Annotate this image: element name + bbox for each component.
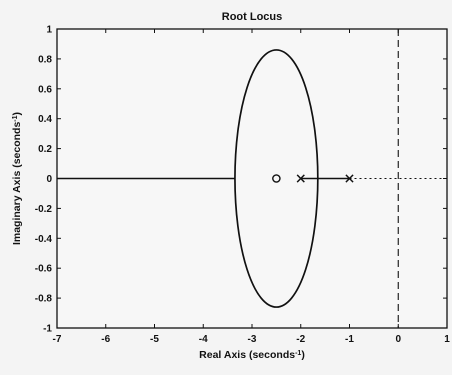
locus-complex-branch xyxy=(234,49,319,308)
y-tick-label: 0 xyxy=(46,174,52,185)
svg-text:Imaginary Axis (seconds-1): Imaginary Axis (seconds-1) xyxy=(11,112,23,245)
x-tick-label: 1 xyxy=(444,334,450,345)
y-axis-label-text: Imaginary Axis (seconds xyxy=(11,122,23,245)
x-tick-label: -5 xyxy=(150,334,159,345)
y-axis-label: Imaginary Axis (seconds-1) xyxy=(11,112,23,245)
y-tick-label: -0.6 xyxy=(35,264,53,275)
pole-marker-stroke xyxy=(345,174,354,183)
x-tick-label: -4 xyxy=(199,334,208,345)
x-axis-label: Real Axis (seconds-1) xyxy=(199,349,305,361)
y-tick-label: 0.4 xyxy=(38,114,52,125)
y-tick-label: -0.2 xyxy=(35,204,53,215)
y-tick-label: -0.8 xyxy=(35,294,53,305)
x-tick-label: -7 xyxy=(53,334,62,345)
y-tick-label: 0.8 xyxy=(38,54,52,65)
y-tick-label: -0.4 xyxy=(35,234,53,245)
x-tick-label: -2 xyxy=(296,334,305,345)
svg-text:Real Axis (seconds-1): Real Axis (seconds-1) xyxy=(199,349,305,361)
y-tick-label: 0.6 xyxy=(38,84,52,95)
pole-marker xyxy=(345,174,354,183)
pole-marker xyxy=(296,174,305,183)
x-tick-label: -1 xyxy=(345,334,354,345)
zero-marker xyxy=(272,174,281,183)
x-axis-label-text: Real Axis (seconds xyxy=(199,349,295,361)
pole-marker-stroke xyxy=(296,174,305,183)
x-tick-label: -3 xyxy=(248,334,257,345)
y-tick-label: 1 xyxy=(46,25,52,36)
y-tick-label: 0.2 xyxy=(38,144,52,155)
x-tick-label: 0 xyxy=(395,334,401,345)
chart-title: Root Locus xyxy=(222,11,283,23)
x-axis-label-unit: -1 xyxy=(295,350,301,357)
y-axis-label-suffix: ) xyxy=(11,112,23,116)
y-axis-label-unit: -1 xyxy=(12,115,19,121)
x-axis-label-suffix: ) xyxy=(301,349,305,361)
x-tick-label: -6 xyxy=(101,334,110,345)
y-tick-label: -1 xyxy=(43,324,52,335)
